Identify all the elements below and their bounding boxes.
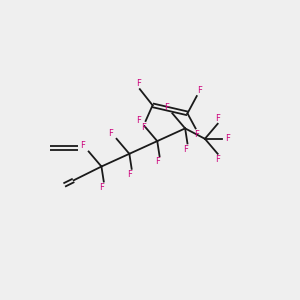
Text: F: F — [99, 183, 104, 192]
Text: F: F — [197, 86, 202, 95]
Text: F: F — [183, 145, 188, 154]
Text: F: F — [215, 114, 220, 123]
Text: F: F — [127, 170, 132, 179]
Text: F: F — [225, 134, 230, 143]
Text: F: F — [80, 141, 85, 150]
Text: F: F — [141, 123, 146, 132]
Text: F: F — [215, 155, 220, 164]
Text: F: F — [194, 130, 199, 139]
Text: F: F — [155, 157, 160, 166]
Text: F: F — [136, 116, 141, 125]
Text: F: F — [108, 129, 113, 138]
Text: F: F — [136, 79, 141, 88]
Text: F: F — [164, 103, 169, 112]
